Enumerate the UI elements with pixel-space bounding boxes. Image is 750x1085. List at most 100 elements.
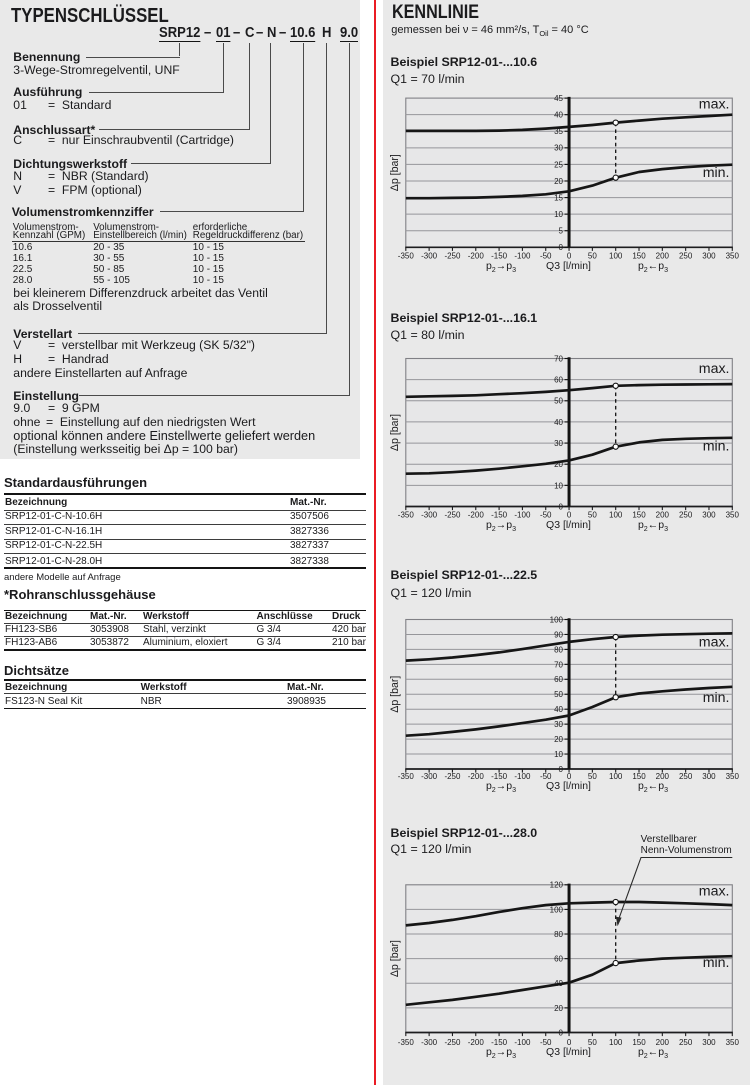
svg-text:60: 60 <box>554 376 563 385</box>
svg-text:50: 50 <box>588 251 597 260</box>
svg-text:50: 50 <box>588 511 597 520</box>
svg-text:300: 300 <box>702 251 716 260</box>
svg-text:0: 0 <box>559 243 564 252</box>
svg-text:250: 250 <box>679 772 693 781</box>
svg-text:20: 20 <box>554 177 563 186</box>
svg-text:10: 10 <box>554 750 563 759</box>
svg-text:min.: min. <box>703 439 730 455</box>
svg-text:-50: -50 <box>540 1038 552 1047</box>
svg-text:35: 35 <box>554 127 563 136</box>
svg-text:350: 350 <box>726 1038 740 1047</box>
svg-text:200: 200 <box>656 251 670 260</box>
svg-text:100: 100 <box>550 615 564 624</box>
svg-text:0: 0 <box>559 502 564 511</box>
svg-text:60: 60 <box>554 955 563 964</box>
svg-text:200: 200 <box>656 511 670 520</box>
svg-text:70: 70 <box>554 354 563 363</box>
svg-text:40: 40 <box>554 418 563 427</box>
svg-text:70: 70 <box>554 660 563 669</box>
svg-text:Δp [bar]: Δp [bar] <box>389 676 401 713</box>
svg-text:150: 150 <box>632 772 646 781</box>
svg-text:-250: -250 <box>444 511 461 520</box>
svg-text:150: 150 <box>632 511 646 520</box>
svg-text:300: 300 <box>702 511 716 520</box>
svg-text:-300: -300 <box>421 511 438 520</box>
svg-text:50: 50 <box>588 1038 597 1047</box>
svg-text:Δp [bar]: Δp [bar] <box>389 154 401 191</box>
svg-text:10: 10 <box>554 210 563 219</box>
svg-text:-350: -350 <box>398 1038 415 1047</box>
svg-text:-150: -150 <box>491 251 508 260</box>
svg-text:40: 40 <box>554 111 563 120</box>
svg-text:-100: -100 <box>514 251 531 260</box>
svg-text:0: 0 <box>567 772 572 781</box>
svg-text:30: 30 <box>554 439 563 448</box>
svg-text:50: 50 <box>588 772 597 781</box>
svg-text:min.: min. <box>703 165 730 181</box>
svg-text:-250: -250 <box>444 251 461 260</box>
svg-text:50: 50 <box>554 397 563 406</box>
svg-text:50: 50 <box>554 690 563 699</box>
svg-text:45: 45 <box>554 94 563 103</box>
svg-text:-200: -200 <box>468 772 485 781</box>
svg-text:25: 25 <box>554 160 563 169</box>
svg-text:10: 10 <box>554 481 563 490</box>
svg-text:-350: -350 <box>398 251 415 260</box>
svg-text:0: 0 <box>559 765 564 774</box>
svg-text:0: 0 <box>567 1038 572 1047</box>
svg-text:60: 60 <box>554 675 563 684</box>
svg-text:-50: -50 <box>540 251 552 260</box>
svg-text:-300: -300 <box>421 251 438 260</box>
svg-text:-100: -100 <box>514 511 531 520</box>
svg-text:80: 80 <box>554 930 563 939</box>
svg-text:250: 250 <box>679 511 693 520</box>
svg-text:15: 15 <box>554 193 563 202</box>
svg-text:30: 30 <box>554 144 563 153</box>
svg-text:-250: -250 <box>444 1038 461 1047</box>
svg-text:-50: -50 <box>540 772 552 781</box>
svg-text:-50: -50 <box>540 511 552 520</box>
svg-text:40: 40 <box>554 705 563 714</box>
svg-text:5: 5 <box>559 227 564 236</box>
svg-text:200: 200 <box>656 1038 670 1047</box>
svg-text:200: 200 <box>656 772 670 781</box>
svg-text:Δp [bar]: Δp [bar] <box>389 940 401 977</box>
svg-text:-200: -200 <box>468 1038 485 1047</box>
svg-text:Δp [bar]: Δp [bar] <box>389 414 401 451</box>
svg-text:0: 0 <box>567 511 572 520</box>
svg-text:min.: min. <box>703 955 730 971</box>
svg-text:250: 250 <box>679 251 693 260</box>
svg-text:-300: -300 <box>421 772 438 781</box>
svg-text:max.: max. <box>699 361 730 377</box>
svg-text:250: 250 <box>679 1038 693 1047</box>
svg-text:30: 30 <box>554 720 563 729</box>
svg-text:-250: -250 <box>444 772 461 781</box>
svg-text:-200: -200 <box>468 251 485 260</box>
svg-text:20: 20 <box>554 735 563 744</box>
svg-text:-150: -150 <box>491 1038 508 1047</box>
svg-text:100: 100 <box>550 905 564 914</box>
svg-text:300: 300 <box>702 772 716 781</box>
svg-text:120: 120 <box>550 881 564 890</box>
svg-text:90: 90 <box>554 630 563 639</box>
svg-text:150: 150 <box>632 251 646 260</box>
svg-text:-100: -100 <box>514 772 531 781</box>
svg-text:20: 20 <box>554 1004 563 1013</box>
svg-text:300: 300 <box>702 1038 716 1047</box>
svg-text:-350: -350 <box>398 511 415 520</box>
svg-text:350: 350 <box>726 772 740 781</box>
svg-text:150: 150 <box>632 1038 646 1047</box>
svg-text:-100: -100 <box>514 1038 531 1047</box>
svg-text:0: 0 <box>567 251 572 260</box>
svg-text:max.: max. <box>699 884 730 900</box>
svg-text:-150: -150 <box>491 511 508 520</box>
svg-text:-350: -350 <box>398 772 415 781</box>
svg-text:max.: max. <box>699 635 730 651</box>
svg-text:100: 100 <box>609 251 623 260</box>
svg-text:20: 20 <box>554 460 563 469</box>
svg-text:-300: -300 <box>421 1038 438 1047</box>
svg-text:100: 100 <box>609 511 623 520</box>
svg-text:-150: -150 <box>491 772 508 781</box>
svg-text:100: 100 <box>609 772 623 781</box>
svg-text:-200: -200 <box>468 511 485 520</box>
